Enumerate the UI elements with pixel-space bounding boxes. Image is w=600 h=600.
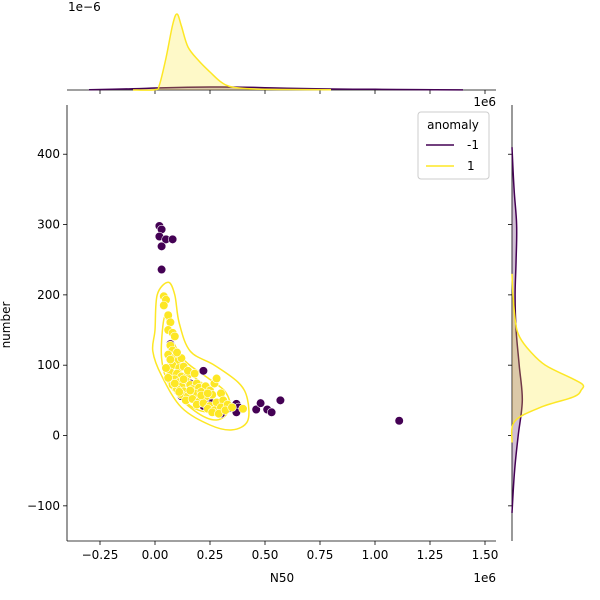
y-tick-label: 0 [52, 429, 60, 443]
scatter-point-anomaly-1 [161, 363, 171, 373]
top-marginal-offset-label: 1e−6 [68, 0, 101, 14]
scatter-point-anomaly-1 [170, 378, 180, 389]
scatter-point-anomaly-1 [170, 331, 180, 341]
x-offset-label: 1e6 [473, 571, 496, 585]
x-axis-label: N50 [270, 571, 294, 585]
top-marginal-area [133, 13, 331, 91]
right-marginal-area [511, 273, 584, 443]
right-marginal-offset-label: 1e6 [473, 95, 496, 109]
scatter-point-anomaly-1 [185, 385, 195, 396]
scatter-point-anomaly-1 [179, 374, 189, 384]
x-tick-label: 0.25 [197, 548, 224, 562]
scatter-point-anomaly-1 [163, 373, 173, 383]
right-marginal-line [510, 273, 585, 443]
x-tick-label: 0.75 [307, 548, 334, 562]
right-marginal-kde [508, 105, 585, 541]
top-marginal-kde [67, 13, 496, 94]
kde-contour-line [151, 281, 250, 431]
x-tick-label: 1.25 [417, 548, 444, 562]
scatter-point-anomaly-neg1 [394, 416, 404, 426]
y-tick-label: −100 [27, 499, 60, 513]
x-tick-label: 1.00 [362, 548, 389, 562]
legend-title: anomaly [427, 118, 479, 132]
scatter-point-anomaly-neg1 [168, 234, 178, 244]
scatter-point-anomaly-neg1 [157, 264, 167, 275]
y-tick-label: 200 [37, 288, 60, 302]
x-tick-label: 1.50 [472, 548, 499, 562]
scatter-point-anomaly-1 [165, 354, 175, 365]
top-marginal-line [88, 86, 464, 91]
scatter-point-anomaly-1 [227, 402, 237, 412]
scatter-point-anomaly-1 [165, 317, 175, 327]
scatter-point-anomaly-neg1 [157, 241, 167, 251]
top-marginal-line [132, 13, 332, 91]
legend: anomaly -1 1 [417, 111, 490, 180]
scatter-point-anomaly-1 [159, 300, 169, 311]
x-tick-label: 0.00 [142, 548, 169, 562]
main-scatter-plot [151, 221, 404, 431]
legend-label-anomaly-neg1: -1 [467, 138, 479, 152]
scatter-point-anomaly-neg1 [251, 404, 261, 415]
scatter-point-anomaly-1 [238, 404, 248, 414]
right-marginal-line [511, 147, 524, 513]
scatter-point-anomaly-1 [203, 388, 213, 398]
y-tick-label: 100 [37, 358, 60, 372]
legend-label-anomaly-1: 1 [467, 159, 475, 173]
scatter-point-anomaly-1 [172, 347, 182, 358]
scatter-point-anomaly-1 [212, 373, 222, 384]
scatter-point-anomaly-neg1 [256, 398, 266, 408]
main-axes: −0.25 0.00 0.25 0.50 0.75 1.00 1.25 1.50 −100 0 10… [27, 105, 498, 562]
scatter-point-anomaly-1 [190, 369, 200, 379]
y-axis-label: number [0, 302, 13, 349]
scatter-points [154, 221, 404, 426]
x-tick-label: 0.50 [252, 548, 279, 562]
scatter-point-anomaly-neg1 [267, 407, 277, 417]
y-tick-label: 300 [37, 218, 60, 232]
scatter-point-anomaly-1 [174, 387, 184, 397]
x-tick-label: −0.25 [82, 548, 119, 562]
y-tick-label: 400 [37, 147, 60, 161]
scatter-point-anomaly-neg1 [198, 366, 208, 376]
scatter-point-anomaly-neg1 [275, 395, 286, 405]
